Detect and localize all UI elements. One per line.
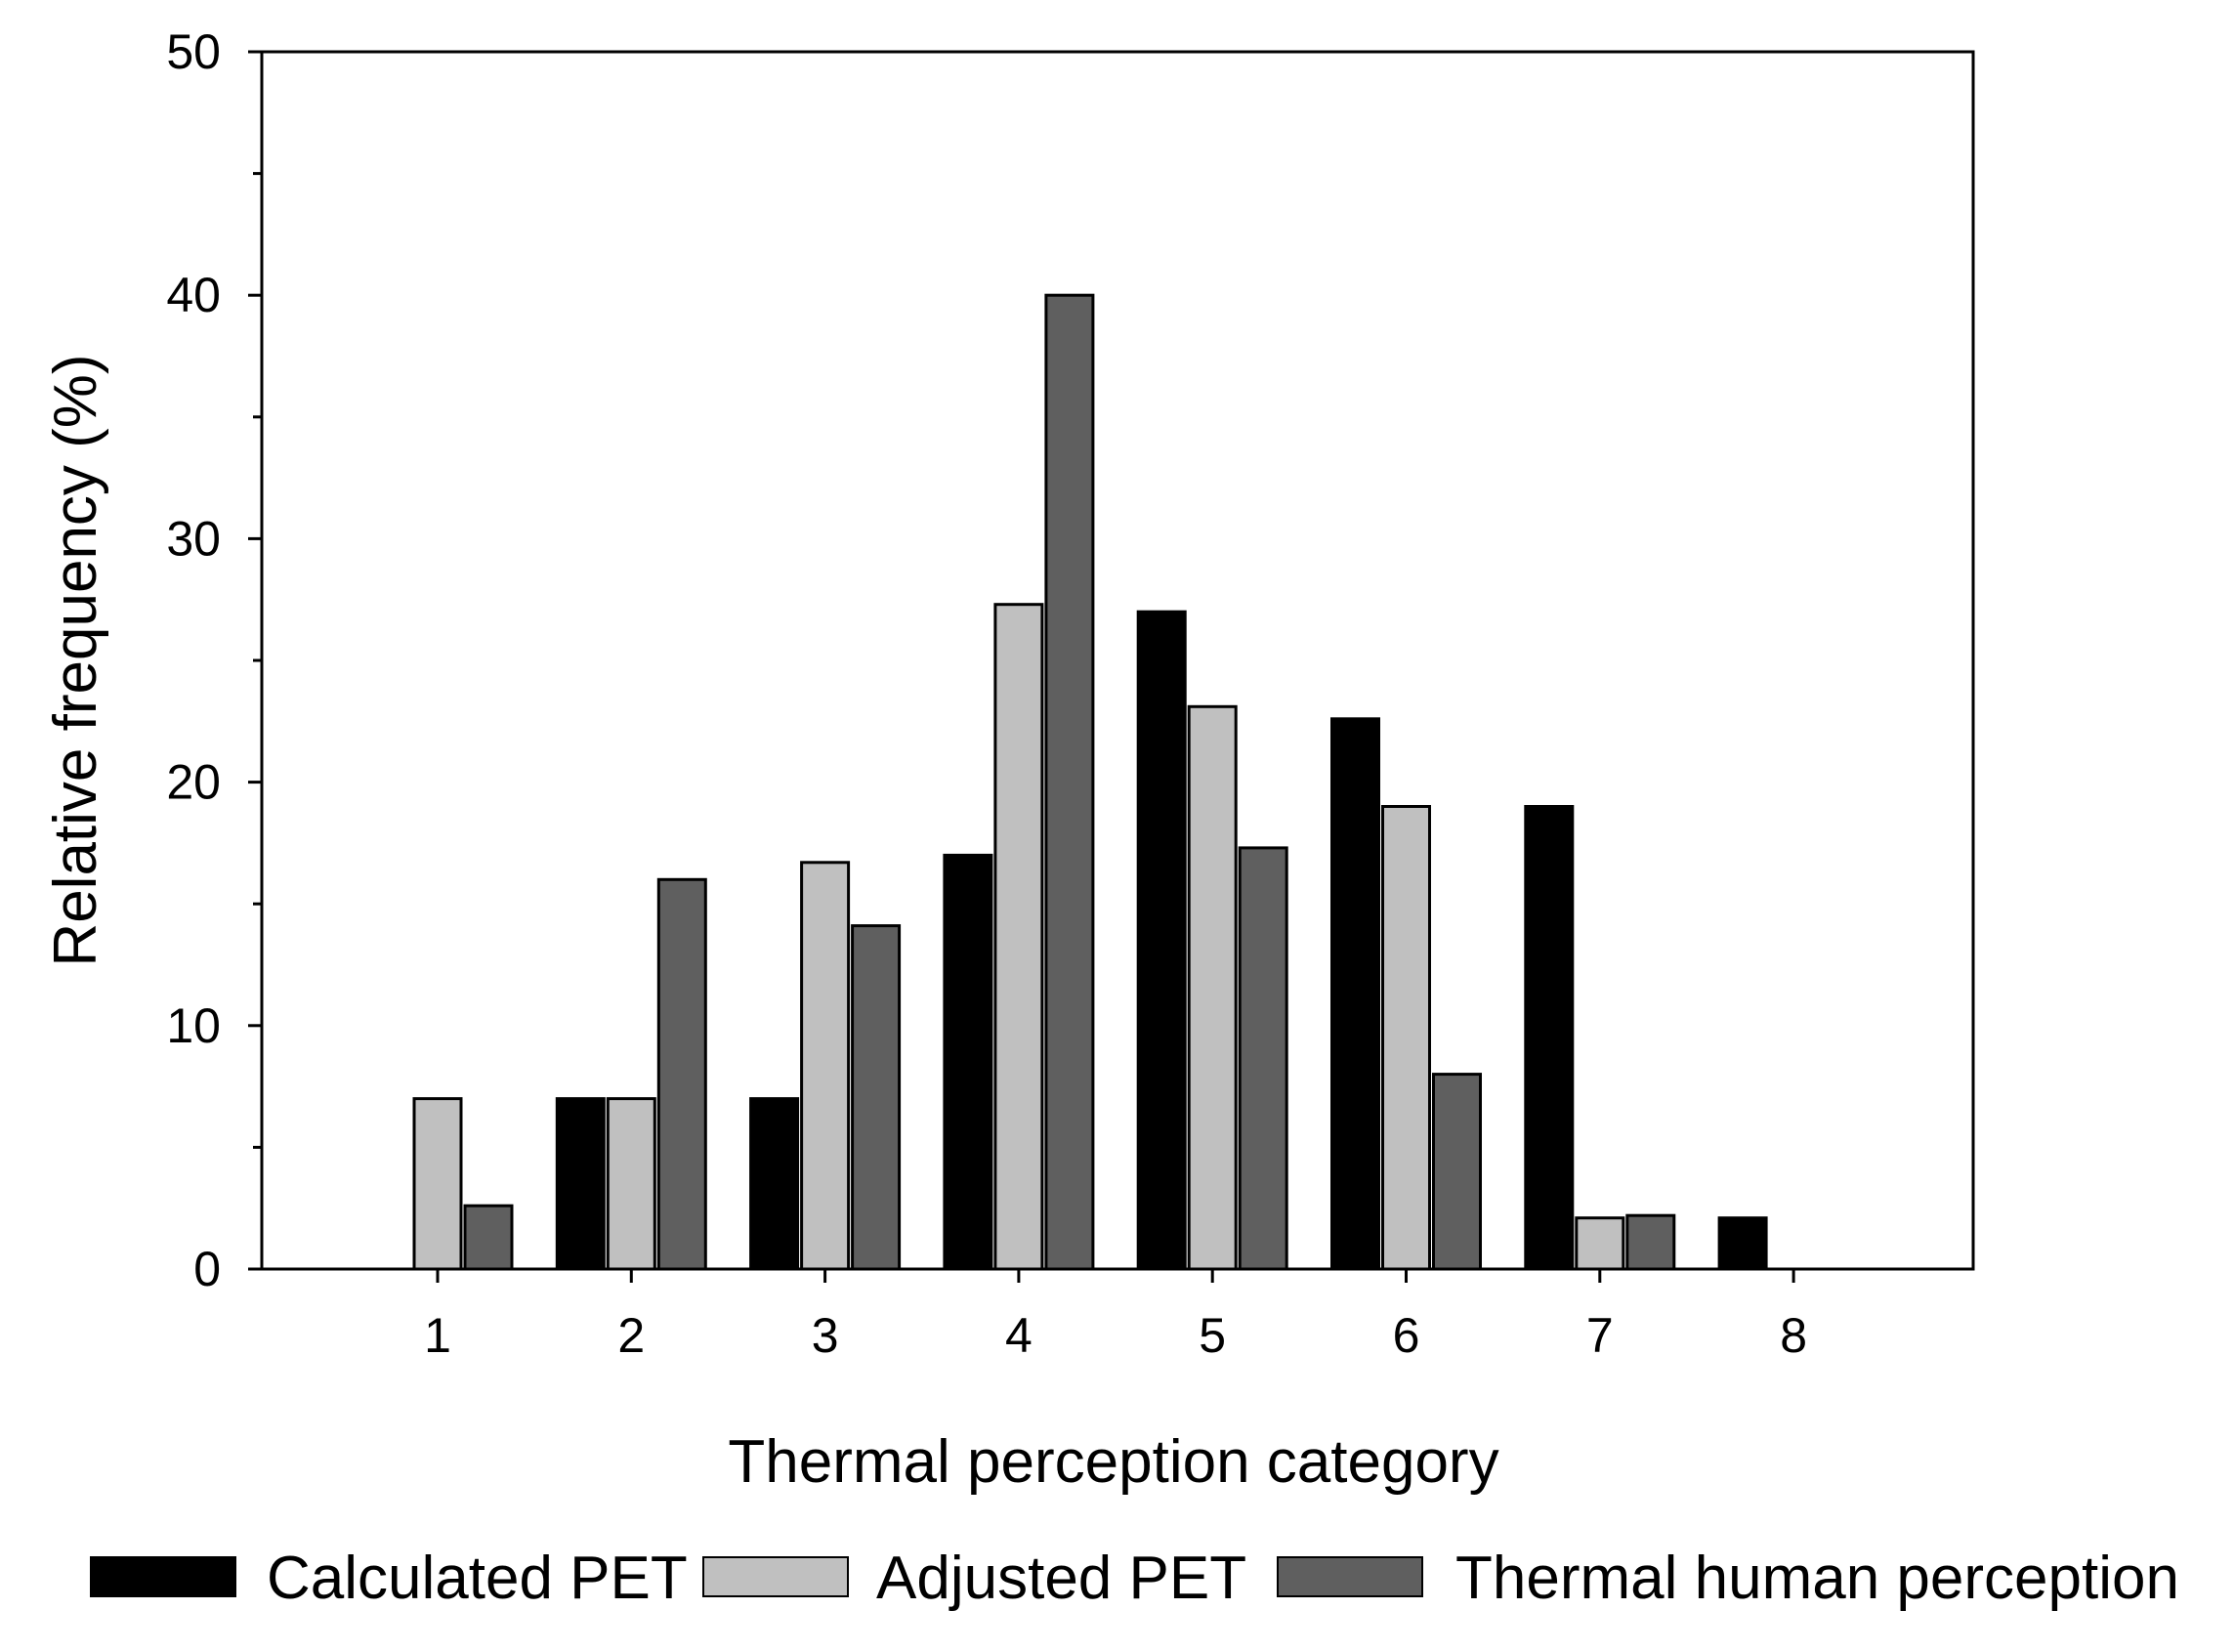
bar-adjusted-pet-cat-2 bbox=[606, 1097, 656, 1271]
bar-calculated-pet-cat-8 bbox=[1717, 1216, 1768, 1271]
y-tick-label-0: 0 bbox=[193, 1242, 221, 1296]
x-tick-label-4: 4 bbox=[1005, 1308, 1033, 1363]
plot-frame bbox=[260, 50, 1975, 1271]
x-tick-label-2: 2 bbox=[617, 1308, 645, 1363]
bars-layer bbox=[412, 293, 1768, 1271]
x-tick-label-7: 7 bbox=[1586, 1308, 1614, 1363]
y-tick-label-50: 50 bbox=[166, 24, 221, 79]
bar-calculated-pet-cat-3 bbox=[749, 1097, 800, 1271]
bar-thermal-human-perception-cat-6 bbox=[1432, 1073, 1482, 1271]
legend-label-adjusted-pet: Adjusted PET bbox=[876, 1545, 1246, 1612]
bar-adjusted-pet-cat-5 bbox=[1187, 704, 1238, 1271]
bar-adjusted-pet-cat-7 bbox=[1575, 1216, 1625, 1271]
bar-thermal-human-perception-cat-3 bbox=[851, 924, 902, 1271]
x-tick-label-1: 1 bbox=[424, 1308, 451, 1363]
bar-thermal-human-perception-cat-4 bbox=[1044, 293, 1095, 1271]
x-tick-label-3: 3 bbox=[812, 1308, 839, 1363]
bar-calculated-pet-cat-2 bbox=[555, 1097, 606, 1271]
legend-swatch-adjusted-pet bbox=[702, 1556, 849, 1597]
labels-layer: 0 10 20 30 40 50 1 2 3 4 5 6 7 8 bbox=[166, 24, 1807, 1363]
bar-thermal-human-perception-cat-1 bbox=[463, 1204, 514, 1271]
x-tick-label-5: 5 bbox=[1199, 1308, 1226, 1363]
y-tick-label-10: 10 bbox=[166, 998, 221, 1053]
y-axis-title: Relative frequency (%) bbox=[42, 354, 109, 966]
legend-swatch-thermal-human-perception bbox=[1277, 1556, 1423, 1597]
legend-label-thermal-human-perception: Thermal human perception bbox=[1455, 1545, 2179, 1612]
bar-thermal-human-perception-cat-7 bbox=[1625, 1213, 1676, 1271]
x-tick-label-6: 6 bbox=[1393, 1308, 1420, 1363]
bar-adjusted-pet-cat-1 bbox=[412, 1097, 463, 1271]
bar-calculated-pet-cat-7 bbox=[1524, 805, 1575, 1271]
ticks-layer bbox=[248, 50, 1795, 1283]
x-axis-title: Thermal perception category bbox=[728, 1428, 1498, 1496]
bar-calculated-pet-cat-5 bbox=[1136, 610, 1187, 1271]
bar-thermal-human-perception-cat-2 bbox=[656, 877, 707, 1271]
bar-thermal-human-perception-cat-5 bbox=[1238, 846, 1288, 1271]
y-tick-label-30: 30 bbox=[166, 511, 221, 566]
bar-adjusted-pet-cat-6 bbox=[1381, 805, 1431, 1271]
bar-adjusted-pet-cat-3 bbox=[800, 861, 851, 1271]
legend-label-calculated-pet: Calculated PET bbox=[267, 1545, 688, 1612]
bar-calculated-pet-cat-6 bbox=[1330, 717, 1380, 1271]
legend: Calculated PET Adjusted PET Thermal huma… bbox=[90, 1545, 2179, 1612]
y-tick-label-40: 40 bbox=[166, 268, 221, 322]
bar-calculated-pet-cat-4 bbox=[943, 853, 993, 1271]
bar-adjusted-pet-cat-4 bbox=[993, 603, 1044, 1271]
y-tick-label-20: 20 bbox=[166, 755, 221, 810]
legend-swatch-calculated-pet bbox=[90, 1556, 236, 1597]
x-tick-label-8: 8 bbox=[1780, 1308, 1807, 1363]
